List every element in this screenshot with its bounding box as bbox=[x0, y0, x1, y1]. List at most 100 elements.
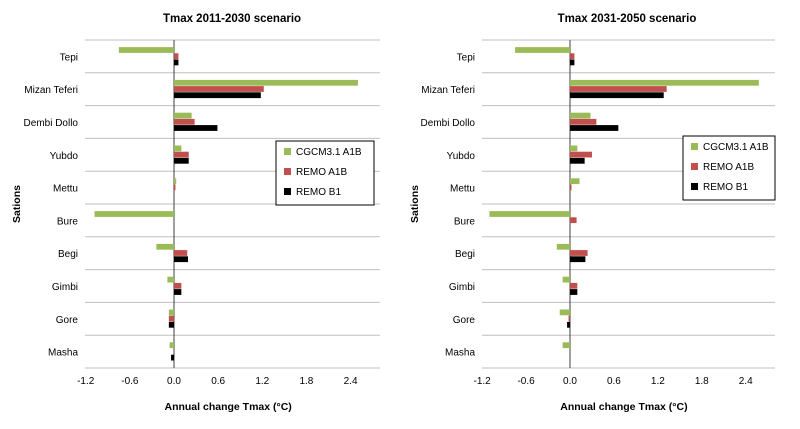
chart-panel-1: Tmax 2011-2030 scenario Tepi Mizan Teferi D… bbox=[11, 13, 380, 413]
category-label: Masha bbox=[48, 348, 78, 359]
legend-swatch bbox=[284, 168, 291, 175]
category-label: Mizan Teferi bbox=[24, 85, 78, 96]
legend-swatch bbox=[284, 188, 291, 195]
category-label: Dembi Dollo bbox=[421, 118, 476, 129]
bar-cgcm3-1-a1b bbox=[559, 309, 570, 316]
x-tick-label: 1.2 bbox=[651, 376, 665, 387]
bar-remo-b1 bbox=[174, 92, 261, 99]
bar-remo-a1b bbox=[570, 151, 592, 158]
legend-label: CGCM3.1 A1B bbox=[703, 142, 769, 153]
bar-remo-b1 bbox=[174, 157, 189, 164]
category-label: Tepi bbox=[457, 52, 475, 63]
chart-panel-2: Tmax 2031-2050 scenario Tepi Mizan Teferi D… bbox=[409, 13, 776, 413]
legend-swatch bbox=[691, 143, 698, 150]
category-label: Begi bbox=[455, 249, 475, 260]
category-label: Gore bbox=[453, 315, 476, 326]
category-label: Masha bbox=[445, 348, 475, 359]
bar-remo-b1 bbox=[168, 321, 174, 328]
bar-remo-b1 bbox=[174, 59, 179, 66]
bar-cgcm3-1-a1b bbox=[556, 243, 570, 250]
bar-cgcm3-1-a1b bbox=[174, 79, 358, 86]
legend-box bbox=[682, 135, 776, 201]
x-tick-label: 1.2 bbox=[255, 376, 269, 387]
bar-remo-a1b bbox=[174, 184, 176, 191]
x-tick-label: 0.0 bbox=[167, 376, 181, 387]
bar-remo-a1b bbox=[570, 217, 577, 224]
x-axis-label: Annual change Tmax (°C) bbox=[560, 401, 687, 413]
category-label: Gimbi bbox=[52, 282, 78, 293]
x-tick-label: -0.6 bbox=[121, 376, 139, 387]
bar-cgcm3-1-a1b bbox=[570, 145, 578, 152]
category-label: Bure bbox=[454, 216, 476, 227]
bar-remo-b1 bbox=[570, 157, 585, 164]
x-tick-label: -1.2 bbox=[474, 376, 492, 387]
bar-cgcm3-1-a1b bbox=[570, 178, 580, 185]
bar-cgcm3-1-a1b bbox=[94, 211, 174, 217]
category-label: Yubdo bbox=[447, 151, 476, 162]
category-label: Bure bbox=[57, 216, 79, 227]
bar-remo-a1b bbox=[570, 250, 588, 256]
legend: CGCM3.1 A1B REMO A1B REMO B1 bbox=[682, 135, 776, 201]
legend-label: REMO B1 bbox=[296, 187, 341, 198]
category-label: Mizan Teferi bbox=[421, 85, 475, 96]
category-label: Gore bbox=[56, 315, 79, 326]
category-label: Dembi Dollo bbox=[24, 118, 79, 129]
bar-cgcm3-1-a1b bbox=[174, 112, 192, 119]
bar-cgcm3-1-a1b bbox=[570, 79, 759, 86]
category-label: Begi bbox=[58, 249, 78, 260]
bar-remo-a1b bbox=[570, 86, 667, 92]
bar-remo-b1 bbox=[570, 256, 586, 263]
y-axis-label: Sations bbox=[11, 185, 23, 223]
x-tick-label: 2.4 bbox=[739, 376, 753, 387]
legend-swatch bbox=[284, 148, 291, 155]
x-tick-label: 2.4 bbox=[344, 376, 358, 387]
legend-box bbox=[275, 140, 375, 206]
category-label: Mettu bbox=[450, 184, 475, 195]
bar-cgcm3-1-a1b bbox=[489, 211, 570, 217]
bar-cgcm3-1-a1b bbox=[156, 243, 174, 250]
category-label: Gimbi bbox=[449, 282, 475, 293]
legend-label: REMO B1 bbox=[703, 182, 748, 193]
bar-remo-a1b bbox=[168, 315, 174, 322]
bar-cgcm3-1-a1b bbox=[168, 309, 174, 316]
bar-remo-b1 bbox=[570, 59, 575, 66]
bar-cgcm3-1-a1b bbox=[118, 47, 174, 53]
bar-remo-a1b bbox=[174, 282, 182, 289]
x-tick-label: 0.0 bbox=[563, 376, 577, 387]
bar-cgcm3-1-a1b bbox=[169, 342, 174, 349]
y-axis-label: Sations bbox=[409, 185, 421, 223]
bar-remo-a1b bbox=[174, 250, 188, 256]
legend-swatch bbox=[691, 163, 698, 170]
x-axis-label: Annual change Tmax (°C) bbox=[164, 401, 291, 413]
x-tick-label: -0.6 bbox=[517, 376, 535, 387]
bar-cgcm3-1-a1b bbox=[167, 276, 174, 283]
bar-remo-a1b bbox=[570, 118, 597, 125]
bar-remo-a1b bbox=[568, 315, 570, 322]
x-tick-label: 0.6 bbox=[211, 376, 225, 387]
bar-cgcm3-1-a1b bbox=[570, 112, 591, 119]
bar-cgcm3-1-a1b bbox=[174, 145, 182, 152]
bar-remo-b1 bbox=[567, 321, 570, 328]
category-label: Mettu bbox=[53, 184, 78, 195]
bar-cgcm3-1-a1b bbox=[174, 178, 177, 185]
bar-remo-b1 bbox=[570, 125, 619, 131]
bar-remo-a1b bbox=[174, 86, 264, 92]
x-tick-label: 0.6 bbox=[607, 376, 621, 387]
legend-swatch bbox=[691, 183, 698, 190]
legend-label: CGCM3.1 A1B bbox=[296, 147, 362, 158]
bar-remo-a1b bbox=[174, 118, 195, 125]
category-label: Yubdo bbox=[50, 151, 79, 162]
bar-remo-b1 bbox=[174, 289, 182, 295]
category-label: Tepi bbox=[60, 52, 78, 63]
legend-label: REMO A1B bbox=[703, 162, 754, 173]
bar-remo-b1 bbox=[171, 354, 174, 361]
bar-remo-b1 bbox=[174, 256, 188, 263]
bar-cgcm3-1-a1b bbox=[562, 276, 570, 283]
legend-label: REMO A1B bbox=[296, 167, 347, 178]
bar-remo-b1 bbox=[570, 92, 664, 99]
bar-remo-a1b bbox=[174, 53, 179, 60]
bar-cgcm3-1-a1b bbox=[515, 47, 570, 53]
legend: CGCM3.1 A1B REMO A1B REMO B1 bbox=[275, 140, 375, 206]
bar-remo-a1b bbox=[174, 151, 189, 158]
